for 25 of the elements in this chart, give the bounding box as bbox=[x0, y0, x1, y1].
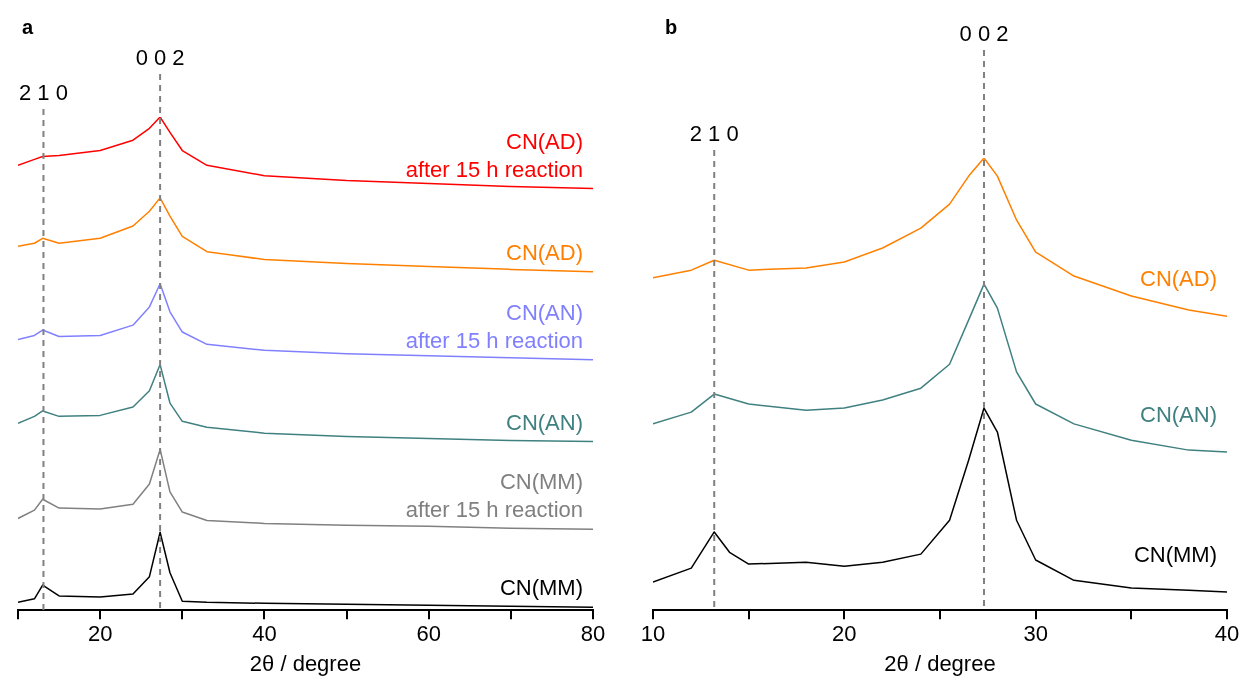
text: 2 1 0 bbox=[19, 80, 68, 106]
x-axis-title: 2θ / degree bbox=[249, 650, 362, 676]
text: 0 0 2 bbox=[959, 21, 1009, 47]
series-label: CN(MM) bbox=[499, 575, 583, 601]
text: 2 1 0 bbox=[689, 121, 739, 147]
series-label: CN(AD) bbox=[506, 239, 583, 265]
series-label: CN(AN) after 15 h reaction bbox=[405, 299, 583, 353]
x-tick-label: 40 bbox=[252, 621, 277, 647]
chart-title: b bbox=[665, 15, 678, 38]
text: 0 0 2 bbox=[135, 45, 185, 71]
series-label: CN(AN) bbox=[506, 409, 583, 435]
series-label: CN(MM) after 15 h reaction bbox=[405, 469, 583, 523]
x-tick-label: 40 bbox=[1214, 621, 1240, 647]
x-tick-label: 30 bbox=[1023, 621, 1048, 647]
series-label: CN(AN) bbox=[1140, 401, 1217, 427]
x-tick-label: 10 bbox=[640, 621, 666, 647]
x-tick-label: 60 bbox=[416, 621, 441, 647]
x-tick-label: 80 bbox=[580, 621, 606, 647]
x-axis-title: 2θ / degree bbox=[884, 650, 996, 676]
series-label: CN(AD) after 15 h reaction bbox=[405, 128, 583, 182]
chart-title: a bbox=[22, 15, 34, 38]
series-label: CN(AD) bbox=[1140, 266, 1217, 292]
series-label: CN(MM) bbox=[1133, 542, 1217, 568]
x-tick-label: 20 bbox=[87, 621, 113, 647]
x-tick-label: 20 bbox=[832, 621, 857, 647]
